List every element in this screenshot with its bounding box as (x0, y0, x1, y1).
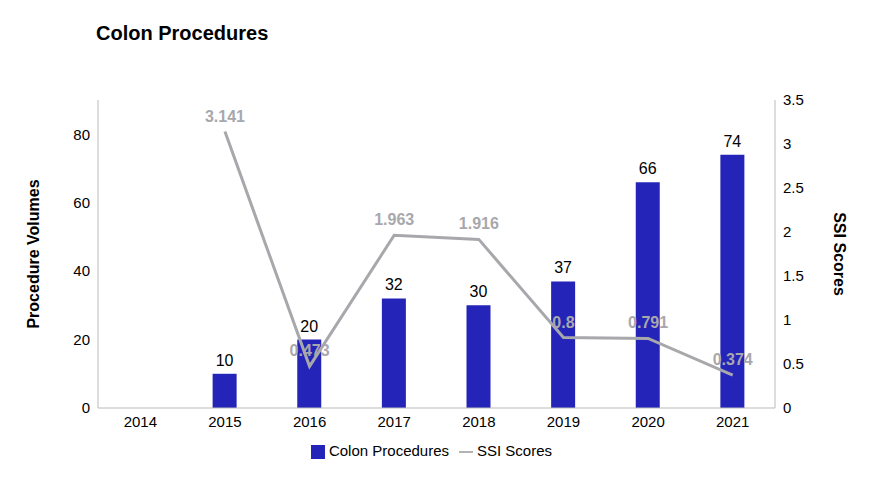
svg-text:60: 60 (73, 194, 90, 211)
svg-text:30: 30 (470, 283, 488, 300)
svg-text:2: 2 (783, 223, 791, 240)
svg-text:0.5: 0.5 (783, 355, 804, 372)
html-text:SSI Scores: SSI Scores (477, 442, 552, 459)
svg-text:1.5: 1.5 (783, 267, 804, 284)
svg-text:37: 37 (554, 259, 572, 276)
svg-text:SSI Scores: SSI Scores (831, 212, 848, 296)
svg-text:0.473: 0.473 (290, 342, 330, 359)
svg-text:0.791: 0.791 (628, 314, 668, 331)
svg-text:40: 40 (73, 262, 90, 279)
svg-text:2020: 2020 (631, 413, 664, 430)
svg-text:80: 80 (73, 126, 90, 143)
svg-text:2.5: 2.5 (783, 179, 804, 196)
svg-text:2015: 2015 (208, 413, 241, 430)
svg-text:3: 3 (783, 135, 791, 152)
svg-text:2021: 2021 (716, 413, 749, 430)
svg-text:0.374: 0.374 (713, 351, 753, 368)
svg-text:0: 0 (783, 399, 791, 416)
svg-text:3.5: 3.5 (783, 91, 804, 108)
svg-text:1: 1 (783, 311, 791, 328)
svg-text:0: 0 (82, 399, 90, 416)
svg-text:10: 10 (216, 352, 234, 369)
svg-text:74: 74 (723, 133, 741, 150)
svg-text:2019: 2019 (547, 413, 580, 430)
svg-text:0.8: 0.8 (552, 314, 574, 331)
svg-text:1.963: 1.963 (374, 211, 414, 228)
svg-text:32: 32 (385, 276, 403, 293)
svg-text:20: 20 (73, 331, 90, 348)
svg-text:2016: 2016 (293, 413, 326, 430)
svg-text:20: 20 (300, 318, 318, 335)
html-text:Colon Procedures: Colon Procedures (328, 442, 449, 459)
svg-text:Procedure Volumes: Procedure Volumes (25, 179, 42, 328)
svg-text:2017: 2017 (378, 413, 411, 430)
svg-text:1.916: 1.916 (459, 215, 499, 232)
svg-text:66: 66 (639, 160, 657, 177)
svg-text:2018: 2018 (462, 413, 495, 430)
html-text:Colon Procedures: Colon Procedures (96, 22, 269, 44)
svg-text:2014: 2014 (124, 413, 157, 430)
svg-text:3.141: 3.141 (205, 108, 245, 125)
